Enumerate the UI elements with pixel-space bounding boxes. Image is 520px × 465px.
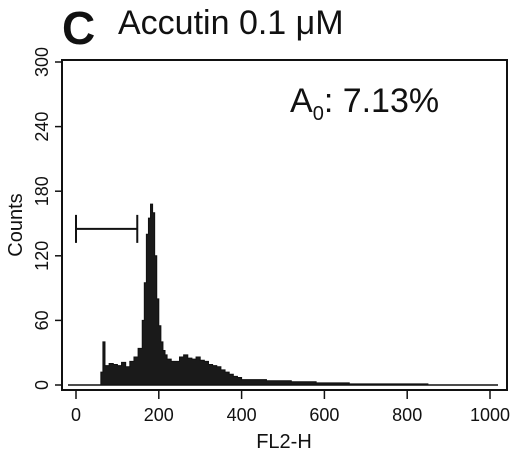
y-tick-label: 60 — [32, 310, 52, 330]
y-axis: 0 60 120 180 240 300 — [32, 47, 62, 390]
y-tick-label: 0 — [32, 380, 52, 390]
gate-annotation: A0: 7.13% — [290, 82, 439, 125]
gate-annotation-subscript: 0 — [313, 103, 324, 125]
x-tick-label: 600 — [309, 405, 339, 425]
plot-frame — [61, 59, 508, 391]
x-tick-label: 0 — [71, 405, 81, 425]
x-tick-label: 400 — [227, 405, 257, 425]
panel-letter: C — [62, 2, 95, 54]
y-tick-label: 180 — [32, 176, 52, 206]
histogram-fill — [76, 203, 490, 386]
x-axis-label: FL2-H — [256, 431, 312, 453]
gate-marker — [75, 214, 139, 243]
y-tick-label: 120 — [32, 241, 52, 271]
gate-annotation-suffix: : 7.13% — [324, 82, 439, 120]
y-axis-label: Counts — [5, 193, 27, 256]
x-tick-label: 1000 — [470, 405, 510, 425]
x-axis: 0 200 400 600 800 1000 — [71, 390, 510, 425]
y-tick-label: 240 — [32, 112, 52, 142]
gate-annotation-prefix: A — [290, 82, 313, 120]
histogram-series — [68, 203, 498, 386]
chart-title: Accutin 0.1 μM — [118, 4, 344, 42]
x-tick-label: 200 — [144, 405, 174, 425]
x-tick-label: 800 — [392, 405, 422, 425]
y-tick-label: 300 — [32, 47, 52, 77]
